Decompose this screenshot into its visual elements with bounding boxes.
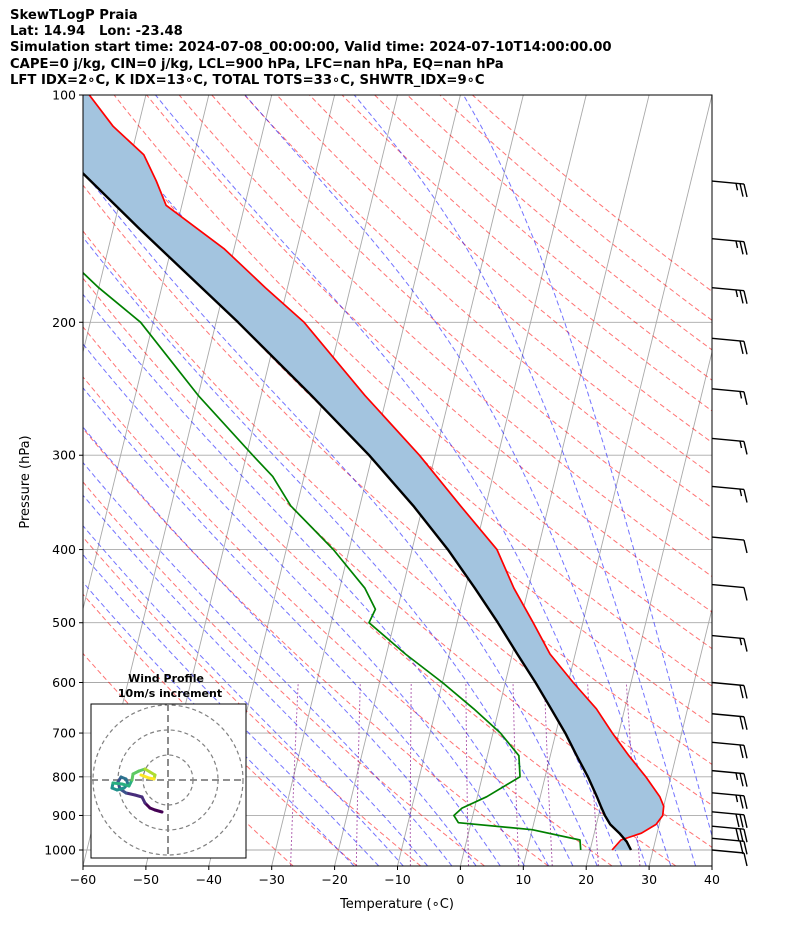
chart-title-block: SkewTLogP Praia Lat: 14.94 Lon: -23.48 S… [10,8,612,89]
dry-adiabat-line [83,184,712,765]
dry-adiabat-line [83,376,613,866]
dry-adiabat-line [83,326,677,866]
moist-adiabat-line [83,236,574,866]
mixing-ratio-line [512,682,520,866]
dry-adiabat-line [83,481,485,866]
x-tick-label: 20 [578,872,594,887]
dry-adiabat-line [309,95,712,444]
y-tick-label: 900 [52,808,76,823]
wind-barb [711,849,748,867]
hodograph-trace-segment [124,791,137,797]
moist-adiabat-line [83,387,501,866]
dry-adiabat-line [83,427,549,866]
x-tick-label: −50 [133,872,159,887]
isotherm-line [585,350,712,866]
title-latlon: Lat: 14.94 Lon: -23.48 [10,24,183,40]
x-tick-label: −40 [196,872,222,887]
isotherm-line [83,95,147,354]
wind-barb [711,337,748,355]
isotherm-line [397,95,587,866]
wind-barb [711,792,748,809]
y-tick-label: 500 [52,615,76,630]
moist-adiabat-line [83,293,550,866]
y-tick-label: 200 [52,315,76,330]
mixing-ratio-line [625,682,641,866]
temperature-profile-line [88,95,665,851]
isotherm-line [648,607,712,866]
dry-adiabat-line [83,277,712,848]
mixing-ratio-line [465,682,469,866]
x-tick-label: 40 [704,872,720,887]
hodograph-trace-segment [139,773,151,780]
moist-adiabat-line [83,426,477,866]
hodograph-title: Wind Profile [128,672,204,685]
title-cape-line: CAPE=0 j/kg, CIN=0 j/kg, LCL=900 hPa, LF… [10,56,504,72]
title-index-line: LFT IDX=2∘C, K IDX=13∘C, TOTAL TOTS=33∘C… [10,72,485,88]
y-tick-label: 600 [52,675,76,690]
y-tick-label: 300 [52,448,76,463]
mixing-ratio-line [409,682,412,866]
y-tick-label: 1000 [44,843,76,858]
x-tick-label: 10 [515,872,531,887]
wind-barb [711,437,748,455]
wind-barb [711,388,748,405]
dewpoint-profile-line [83,271,582,851]
x-tick-label: −60 [70,872,96,887]
dry-adiabat-line [341,95,712,412]
dry-adiabat-line [178,95,712,578]
x-tick-label: 30 [641,872,657,887]
isotherm-line [459,95,650,866]
hodograph-subtitle: 10m/s increment [118,687,222,700]
y-tick-label: 800 [52,769,76,784]
x-tick-label: −30 [259,872,285,887]
wind-barb [711,238,748,255]
y-tick-label: 100 [52,88,76,103]
title-station: SkewTLogP Praia [10,8,138,23]
hodograph-trace-segment [111,781,124,786]
moist-adiabat-line [83,170,598,866]
dry-adiabat-line [83,593,358,866]
moist-adiabat-line [83,581,355,866]
x-tick-label: −20 [321,872,347,887]
y-axis-label: Pressure (hPa) [18,435,33,528]
wind-barb [711,536,748,554]
wind-barb [711,769,748,787]
wind-barb [711,681,748,699]
y-tick-label: 400 [52,542,76,557]
moist-adiabat-line [83,525,404,866]
parcel-profile-line [83,171,633,851]
title-times: Simulation start time: 2024-07-08_00:00:… [10,40,612,56]
mixing-ratio-line [355,682,361,866]
x-tick-label: −10 [384,872,410,887]
moist-adiabat-line [83,553,380,866]
wind-barb [711,287,748,304]
wind-barb [711,713,748,730]
wind-barb [711,741,748,759]
isotherm-line [522,95,712,866]
x-axis-label: Temperature (∘C) [339,897,454,912]
wind-barb [711,811,748,828]
mixing-ratio-line [544,682,553,866]
y-tick-label: 700 [52,726,76,741]
wind-barb [711,180,748,198]
isotherm-line [711,864,712,866]
cape-cin-shading [83,95,664,850]
dry-adiabat-line [211,95,712,543]
wind-barb [711,583,748,601]
wind-barb [711,634,748,652]
wind-barb [711,837,748,855]
mixing-ratio-line [290,682,299,866]
moist-adiabat-line [462,95,712,838]
dry-adiabat-line [146,95,712,613]
moist-adiabat-line [83,461,453,866]
moist-adiabat-line [353,95,697,866]
isotherm-line [271,95,461,866]
wind-barb [711,485,748,503]
moist-adiabat-line [83,343,525,866]
wind-barb [711,825,748,843]
x-tick-label: 0 [456,872,464,887]
isotherm-line [83,95,84,97]
